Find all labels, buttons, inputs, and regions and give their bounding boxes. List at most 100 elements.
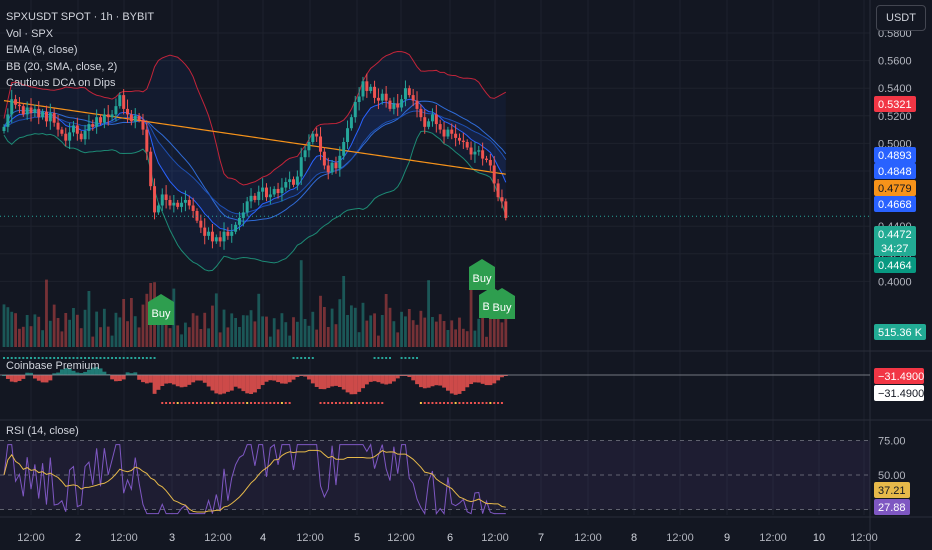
premium-bar <box>253 375 257 393</box>
volume-tag-bg <box>874 324 926 340</box>
premium-bar <box>156 375 161 390</box>
price-axis-tick: 0.5600 <box>878 56 912 68</box>
long-ma-line <box>3 100 506 175</box>
candle-body <box>249 195 253 202</box>
legend-volume[interactable]: Vol · SPX <box>6 27 54 40</box>
candle-body <box>438 124 442 130</box>
premium-strip-dot <box>138 357 141 359</box>
premium-strip-dot <box>307 357 310 359</box>
candle-body <box>315 133 319 137</box>
premium-strip-dot <box>331 402 334 404</box>
rsi-line <box>3 443 506 516</box>
volume-bar <box>380 315 384 347</box>
premium-bar <box>480 375 485 384</box>
legend-strategy[interactable]: Cautious DCA on Dips <box>6 77 116 89</box>
premium-bar <box>283 375 288 384</box>
premium-bar <box>287 375 292 383</box>
premium-strip-dot <box>199 402 202 404</box>
candle-body <box>319 136 323 152</box>
premium-strip-dot <box>111 357 114 359</box>
rsi-tag-bg <box>874 499 910 515</box>
candle-body <box>68 132 72 141</box>
volume-bar <box>431 317 434 347</box>
premium-bar <box>276 375 281 383</box>
candle-body <box>288 179 292 183</box>
candle-body <box>106 114 110 118</box>
candle-body <box>172 202 176 206</box>
premium-bar <box>144 375 149 384</box>
premium-strip-dot <box>361 402 364 404</box>
bb-upper-price-tag: 0.5321 <box>878 99 912 111</box>
candle-body <box>95 117 99 127</box>
rsi-pane-title[interactable]: RSI (14, close) <box>6 425 79 437</box>
premium-strip-dot <box>172 402 175 404</box>
bb-basis-line <box>3 100 507 222</box>
candle-body <box>411 95 415 101</box>
premium-strip-dot <box>477 402 480 404</box>
premium-pane-title[interactable]: Coinbase Premium <box>6 360 100 372</box>
volume-bar <box>238 327 241 347</box>
premium-bar <box>202 375 207 383</box>
volume-bar <box>388 307 392 347</box>
candle-body <box>234 224 238 232</box>
volume-bar <box>195 315 199 347</box>
volume-bar <box>280 313 284 347</box>
premium-strip-dot <box>76 357 79 359</box>
volume-bar <box>334 324 338 347</box>
volume-bar <box>438 314 442 347</box>
premium-bar <box>492 375 497 384</box>
legend-bb[interactable]: BB (20, SMA, close, 2) <box>6 60 118 73</box>
volume-bar <box>68 319 72 347</box>
volume-bar <box>33 314 37 347</box>
candle-body <box>338 155 342 169</box>
premium-bar <box>67 368 72 375</box>
volume-bar <box>350 305 353 347</box>
time-axis-tick: 12:00 <box>296 532 324 544</box>
premium-strip-dot <box>95 357 98 359</box>
volume-bar <box>458 317 461 347</box>
legend-ema[interactable]: EMA (9, close) <box>6 44 78 56</box>
premium-strip-dot <box>342 402 345 404</box>
premium-bar <box>249 375 254 394</box>
volume-bar <box>384 294 388 347</box>
bar-countdown: 34:27 <box>881 243 909 255</box>
symbol-title[interactable]: SPXUSDT SPOT · 1h · BYBIT <box>6 11 155 23</box>
premium-bar <box>426 375 431 388</box>
premium-strip-dot <box>365 402 368 404</box>
premium-bar <box>496 375 501 381</box>
premium-strip-dot <box>458 402 461 404</box>
volume-bar <box>2 304 6 347</box>
premium-strip-dot <box>489 402 492 404</box>
candle-body <box>102 114 106 123</box>
volume-bar <box>218 332 222 347</box>
premium-bar <box>372 375 377 382</box>
premium-strip-dot <box>250 402 253 404</box>
premium-bar <box>137 375 142 380</box>
premium-bar <box>357 375 362 392</box>
volume-bar <box>234 318 237 347</box>
premium-histogram <box>2 357 508 404</box>
premium-strip-dot <box>369 402 372 404</box>
premium-strip-dot <box>53 357 56 359</box>
premium-bar <box>256 375 261 390</box>
volume-bar <box>338 299 342 347</box>
volume-bar <box>357 332 361 347</box>
premium-strip-dot <box>373 402 376 404</box>
premium-strip-dot <box>246 402 249 404</box>
candle-body <box>349 117 353 129</box>
currency-button[interactable]: USDT <box>876 5 926 31</box>
last-price-tag: 0.4472 <box>878 229 912 241</box>
time-axis-tick: 5 <box>354 532 360 544</box>
premium-bar <box>503 375 508 376</box>
volume-bar <box>60 331 64 347</box>
volume-bar <box>423 317 427 347</box>
candle-body <box>311 133 315 143</box>
premium-strip-dot <box>168 402 171 404</box>
rsi-ma-value-tag: 37.21 <box>878 485 906 497</box>
premium-bar <box>415 375 420 385</box>
volume-bar <box>311 311 315 347</box>
premium-strip-dot <box>126 357 129 359</box>
premium-bar <box>388 375 392 384</box>
volume-bar <box>222 309 226 347</box>
